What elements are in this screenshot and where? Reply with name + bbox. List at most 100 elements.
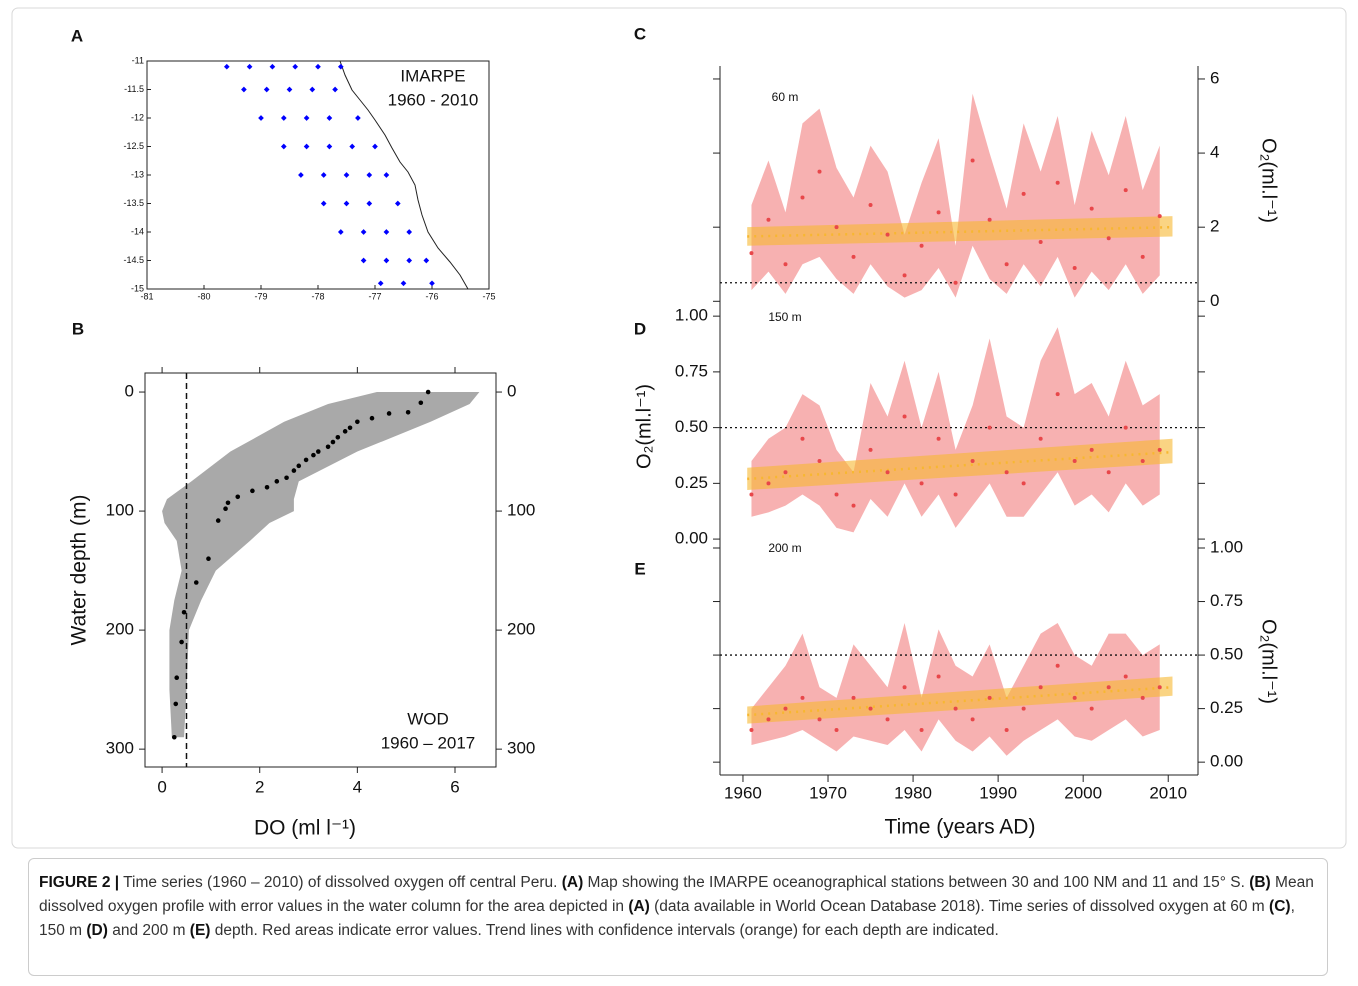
data-point — [834, 492, 839, 497]
y-axis-label: O₂(ml.l⁻¹) — [1258, 619, 1280, 704]
station-point — [332, 86, 338, 93]
data-point — [851, 254, 856, 259]
data-point — [1106, 685, 1111, 690]
y-tick-label: 300 — [106, 739, 134, 758]
mean-point — [235, 494, 241, 500]
data-point — [766, 717, 771, 722]
data-point — [987, 425, 992, 430]
caption-text: (A) — [561, 874, 584, 891]
depth-annotation: 60 m — [772, 90, 799, 104]
station-point — [320, 172, 327, 178]
data-point — [1038, 436, 1043, 441]
data-point — [919, 243, 924, 248]
mean-point — [347, 425, 353, 431]
mean-point — [316, 449, 321, 454]
profile-annotation: WOD — [407, 709, 449, 728]
data-point — [851, 695, 856, 700]
station-point — [400, 280, 407, 287]
panel-label: E — [634, 559, 645, 578]
caption-text: Map showing the IMARPE oceanographical s… — [583, 874, 1250, 891]
station-point — [326, 115, 333, 121]
panel-label: A — [71, 26, 83, 45]
station-point — [223, 63, 230, 70]
station-point — [309, 86, 316, 93]
y-tick-label: -11 — [132, 55, 144, 65]
data-point — [1140, 695, 1145, 700]
station-point — [280, 115, 287, 121]
mean-point — [215, 518, 221, 523]
station-point — [269, 63, 276, 70]
error-envelope — [162, 392, 480, 738]
data-point — [1021, 481, 1026, 486]
y-tick-label: 0.75 — [1210, 591, 1243, 610]
caption-text: (A) — [628, 898, 650, 915]
station-point — [263, 86, 270, 93]
y-tick-label: 1.00 — [1210, 537, 1243, 556]
y-tick-label: 0.75 — [675, 361, 708, 380]
data-point — [817, 169, 822, 174]
y-axis-label: O₂(ml.l⁻¹) — [1258, 138, 1280, 223]
map-annotation: IMARPE — [400, 66, 465, 85]
data-point — [1004, 728, 1009, 733]
caption-text: (C) — [1269, 898, 1291, 915]
mean-point — [171, 734, 177, 740]
error-band — [751, 622, 1160, 756]
plot-frame — [144, 372, 497, 768]
x-tick-label: 4 — [353, 777, 362, 796]
station-point — [349, 143, 356, 150]
mean-point — [355, 419, 360, 425]
data-point — [1089, 206, 1094, 211]
x-tick-label: 2 — [255, 777, 264, 796]
station-point — [383, 257, 390, 264]
data-point — [953, 706, 958, 711]
x-tick-label: -77 — [368, 291, 381, 301]
data-point — [834, 225, 839, 230]
y-tick-label: 2 — [1210, 217, 1219, 236]
data-point — [885, 470, 890, 475]
y-tick-label: 6 — [1210, 68, 1219, 87]
data-point — [1004, 470, 1009, 475]
y-tick-label: 0 — [125, 382, 134, 401]
mean-point — [386, 411, 392, 416]
data-point — [868, 706, 873, 711]
station-point — [360, 257, 367, 264]
mean-point — [330, 439, 336, 445]
caption-text: (E) — [189, 922, 211, 939]
y-tick-label: 0.25 — [675, 473, 708, 492]
x-tick-label: 1980 — [894, 783, 932, 802]
caption-text: and 200 m — [107, 922, 190, 939]
x-tick-label: -80 — [197, 291, 210, 301]
mean-point — [342, 429, 348, 434]
station-point — [326, 143, 333, 150]
y-tick-label: 0.25 — [1210, 698, 1243, 717]
station-point — [423, 257, 430, 264]
data-point — [1021, 706, 1026, 711]
station-point — [372, 143, 378, 150]
y-tick-label: 1.00 — [675, 306, 708, 325]
data-point — [1140, 459, 1145, 464]
y-tick-label: -14 — [131, 226, 144, 236]
x-tick-label: -79 — [254, 291, 267, 301]
station-point — [303, 115, 310, 121]
panel-label: B — [72, 319, 84, 338]
station-point — [383, 172, 390, 178]
y-tick-label: -14.5 — [123, 255, 144, 265]
mean-point — [418, 400, 424, 406]
data-point — [936, 436, 941, 441]
mean-point — [174, 675, 180, 681]
x-tick-label: 2010 — [1149, 783, 1187, 802]
mean-point — [291, 468, 297, 473]
trend-band — [747, 216, 1173, 246]
y-tick-label: 0.50 — [1210, 645, 1243, 664]
y-tick-label: -12 — [131, 112, 144, 122]
data-point — [1089, 447, 1094, 452]
station-point — [292, 63, 299, 70]
y-tick-label: -13 — [131, 169, 144, 179]
y-tick-label-right: 0 — [507, 382, 516, 401]
station-point — [355, 115, 361, 121]
caption-text: FIGURE 2 | — [39, 874, 120, 891]
panel-label: C — [634, 24, 646, 43]
coastline — [339, 60, 469, 290]
data-point — [868, 202, 873, 207]
